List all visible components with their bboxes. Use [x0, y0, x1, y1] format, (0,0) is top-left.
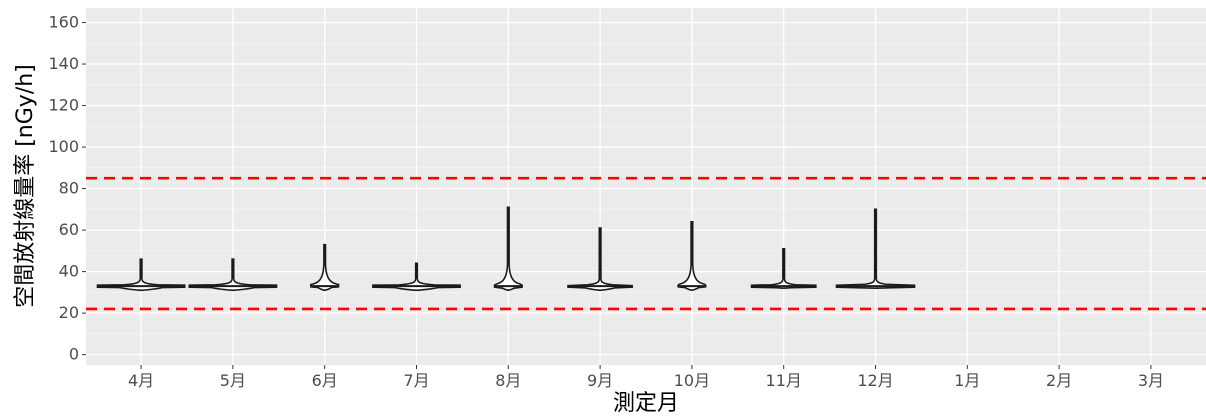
y-tick-label: 20 [59, 303, 79, 322]
x-tick-label: 3月 [1138, 371, 1164, 390]
x-tick-label: 12月 [857, 371, 893, 390]
y-tick-label: 60 [59, 220, 79, 239]
violin-6月 [309, 243, 340, 292]
y-axis: 0 20 40 60 80 100 120 140 160 [48, 13, 86, 364]
reference-lines [86, 176, 1206, 311]
x-tick-label: 1月 [954, 371, 980, 390]
y-tick-label: 140 [48, 54, 79, 73]
grid [86, 8, 1206, 365]
x-axis-title: 測定月 [613, 391, 679, 416]
x-tick-label: 10月 [674, 371, 710, 390]
violin-4月 [96, 258, 186, 292]
y-axis-title: 空間放射線量率 [nGy/h] [13, 64, 38, 308]
violin-5月 [188, 258, 278, 292]
violins [96, 206, 916, 292]
panel-background [86, 8, 1206, 365]
y-tick-label: 80 [59, 179, 79, 198]
violin-10月 [677, 220, 707, 292]
y-tick-label: 120 [48, 96, 79, 115]
x-tick-label: 8月 [495, 371, 521, 390]
x-tick-label: 4月 [128, 371, 154, 390]
x-tick-label: 6月 [312, 371, 338, 390]
y-tick-label: 100 [48, 137, 79, 156]
y-tick-label: 40 [59, 262, 79, 281]
violin-9月 [567, 227, 634, 292]
x-tick-label: 2月 [1046, 371, 1072, 390]
violin-8月 [493, 206, 523, 292]
violin-11月 [750, 247, 817, 290]
x-tick-label: 7月 [403, 371, 429, 390]
x-tick-label: 11月 [766, 371, 802, 390]
violin-12月 [835, 208, 916, 290]
x-tick-label: 9月 [587, 371, 613, 390]
x-tick-label: 5月 [220, 371, 246, 390]
y-tick-label: 0 [69, 345, 79, 364]
x-axis: 4月 5月 6月 7月 8月 9月 10月 11月 12月 1月 2月 3月 [128, 365, 1164, 390]
violin-7月 [372, 262, 461, 292]
y-tick-label: 160 [48, 13, 79, 32]
